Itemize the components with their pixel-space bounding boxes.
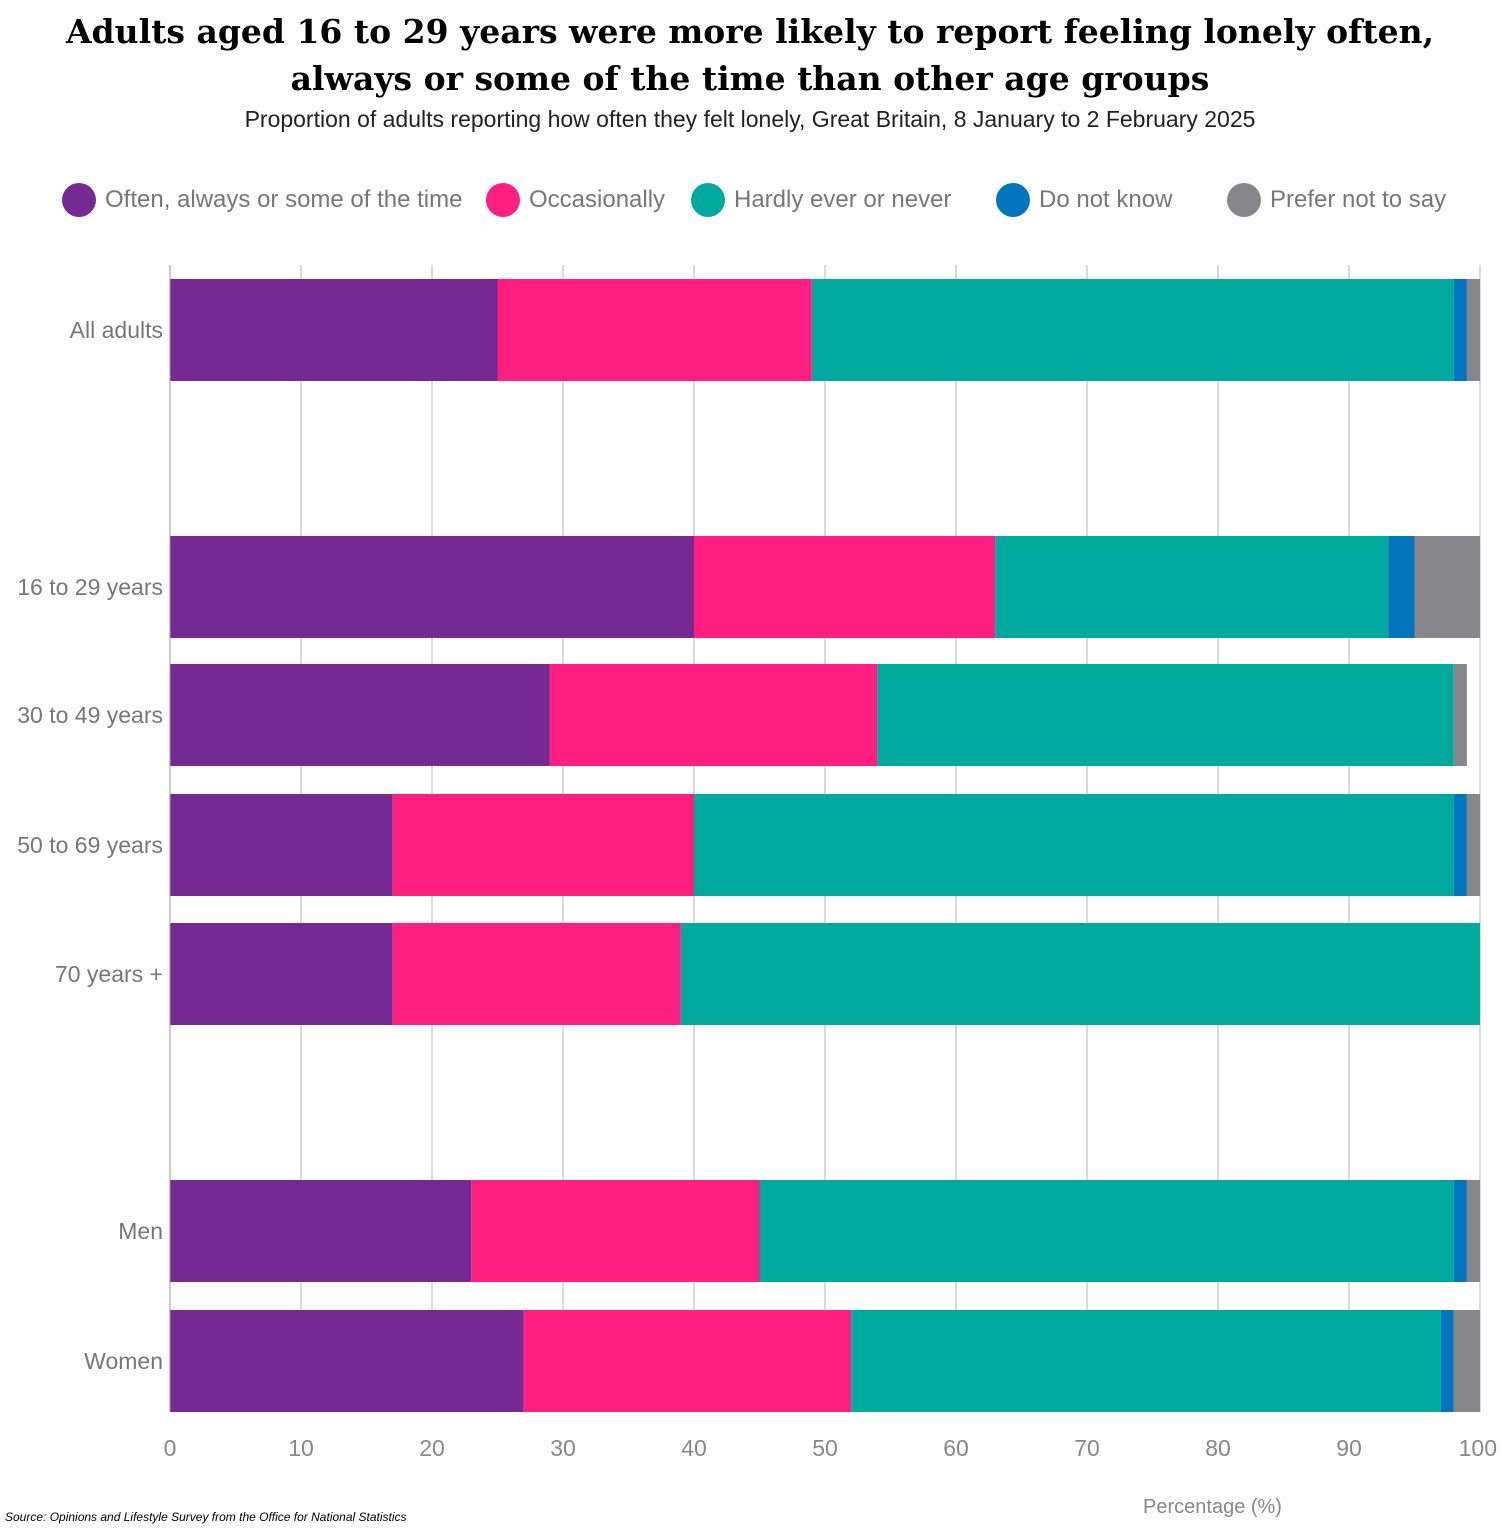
legend-item-prefer-not-to-say: Prefer not to say	[1227, 178, 1446, 222]
x-tick-label-60: 60	[943, 1435, 969, 1461]
x-tick-label-30: 30	[550, 1435, 576, 1461]
source-note: Source: Opinions and Lifestyle Survey fr…	[5, 1510, 407, 1524]
bar-men-often-always-or-some-of-the-time	[170, 1180, 472, 1282]
bar-30-to-49-years-occasionally	[549, 664, 878, 766]
bar-70-years-occasionally	[392, 923, 681, 1025]
bar-men-prefer-not-to-say	[1466, 1180, 1480, 1282]
bar-50-to-69-years-hardly-ever-or-never	[694, 794, 1454, 896]
bar-men-do-not-know	[1453, 1180, 1467, 1282]
legend-label-hardly-ever: Hardly ever or never	[734, 186, 952, 213]
y-tick-label-50-to-69-years: 50 to 69 years	[17, 832, 163, 858]
y-tick-label-16-to-29-years: 16 to 29 years	[17, 574, 163, 600]
x-tick-label-20: 20	[419, 1435, 445, 1461]
bar-all-adults-occasionally	[497, 279, 812, 381]
bar-50-to-69-years-do-not-know	[1453, 794, 1467, 896]
bar-16-to-29-years-do-not-know	[1388, 536, 1415, 638]
chart-subtitle: Proportion of adults reporting how often…	[244, 106, 1256, 132]
bar-women-often-always-or-some-of-the-time	[170, 1310, 524, 1412]
bar-men-occasionally	[471, 1180, 760, 1282]
bar-70-years-hardly-ever-or-never	[680, 923, 1480, 1025]
chart-legend: Often, always or some of the time Occasi…	[0, 178, 1500, 222]
legend-label-do-not-know: Do not know	[1039, 186, 1173, 213]
bar-16-to-29-years-hardly-ever-or-never	[995, 536, 1389, 638]
bar-70-years-often-always-or-some-of-the-time	[170, 923, 393, 1025]
x-axis-label: Percentage (%)	[1143, 1496, 1282, 1518]
bar-30-to-49-years-hardly-ever-or-never	[877, 664, 1454, 766]
x-tick-label-70: 70	[1074, 1435, 1100, 1461]
bar-all-adults-prefer-not-to-say	[1466, 279, 1480, 381]
bar-16-to-29-years-prefer-not-to-say	[1414, 536, 1480, 638]
y-tick-label-30-to-49-years: 30 to 49 years	[17, 702, 163, 728]
y-tick-label-all-adults: All adults	[70, 317, 163, 343]
bar-men-hardly-ever-or-never	[759, 1180, 1454, 1282]
x-tick-label-80: 80	[1205, 1435, 1231, 1461]
bar-50-to-69-years-occasionally	[392, 794, 694, 896]
bar-women-do-not-know	[1440, 1310, 1454, 1412]
legend-item-often: Often, always or some of the time	[62, 178, 462, 222]
x-tick-label-90: 90	[1336, 1435, 1362, 1461]
y-tick-label-70-years: 70 years +	[55, 961, 163, 987]
bar-all-adults-hardly-ever-or-never	[811, 279, 1454, 381]
legend-label-prefer-not-to-say: Prefer not to say	[1270, 186, 1447, 213]
bar-16-to-29-years-occasionally	[694, 536, 996, 638]
x-tick-label-0: 0	[164, 1435, 177, 1461]
legend-swatch-prefer-not-to-say	[1227, 183, 1261, 217]
bar-50-to-69-years-often-always-or-some-of-the-time	[170, 794, 393, 896]
bar-30-to-49-years-prefer-not-to-say	[1453, 664, 1467, 766]
legend-item-do-not-know: Do not know	[996, 178, 1172, 222]
x-tick-label-100: 100	[1459, 1435, 1497, 1461]
legend-swatch-occasionally	[486, 183, 520, 217]
bar-all-adults-do-not-know	[1453, 279, 1467, 381]
y-tick-label-women: Women	[84, 1348, 163, 1374]
bar-30-to-49-years-often-always-or-some-of-the-time	[170, 664, 550, 766]
legend-item-hardly-ever: Hardly ever or never	[691, 178, 951, 222]
x-tick-label-50: 50	[812, 1435, 838, 1461]
bar-16-to-29-years-often-always-or-some-of-the-time	[170, 536, 694, 638]
legend-label-often: Often, always or some of the time	[105, 186, 463, 213]
legend-swatch-hardly-ever	[691, 183, 725, 217]
legend-label-occasionally: Occasionally	[529, 186, 666, 213]
bar-women-prefer-not-to-say	[1453, 1310, 1480, 1412]
legend-swatch-often	[62, 183, 96, 217]
chart-title: Adults aged 16 to 29 years were more lik…	[65, 12, 1435, 98]
y-tick-label-men: Men	[118, 1218, 163, 1244]
x-tick-label-40: 40	[681, 1435, 707, 1461]
x-tick-label-10: 10	[288, 1435, 314, 1461]
bar-all-adults-often-always-or-some-of-the-time	[170, 279, 498, 381]
legend-item-occasionally: Occasionally	[486, 178, 665, 222]
legend-swatch-do-not-know	[996, 183, 1030, 217]
bar-women-occasionally	[523, 1310, 852, 1412]
bar-women-hardly-ever-or-never	[851, 1310, 1441, 1412]
bar-50-to-69-years-prefer-not-to-say	[1466, 794, 1480, 896]
